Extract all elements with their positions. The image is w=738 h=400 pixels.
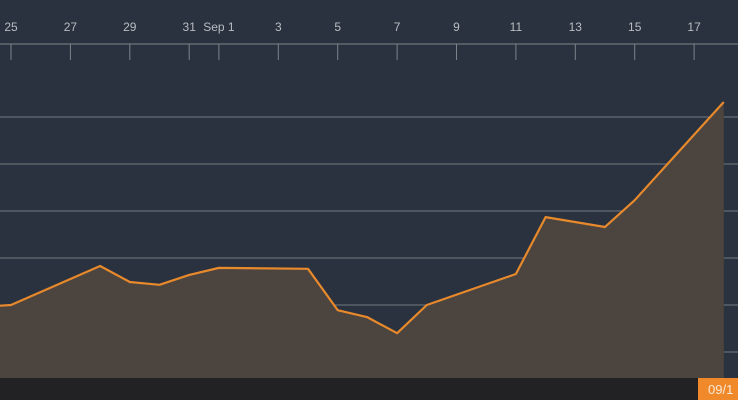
x-tick-label: 7 (394, 20, 401, 34)
x-tick-label: 15 (628, 20, 642, 34)
x-tick-label: 31 (183, 20, 197, 34)
x-tick-label: 9 (453, 20, 460, 34)
x-tick-label: 11 (510, 20, 523, 34)
series-line (0, 101, 725, 335)
x-tick-label: 3 (275, 20, 282, 34)
time-axis-footer (0, 378, 738, 400)
x-tick-label: Sep 1 (203, 20, 235, 34)
area-chart: 25 27 29 31 Sep 1 3 5 7 9 11 13 15 17 (0, 0, 738, 378)
x-tick-label: 5 (334, 20, 341, 34)
area-fill (0, 101, 724, 378)
x-tick-label: 27 (64, 20, 78, 34)
x-tick-label: 13 (569, 20, 583, 34)
crosshair-date-label: 09/1 (698, 378, 738, 400)
x-tick-label: 29 (123, 20, 137, 34)
x-tick-label: 25 (4, 20, 18, 34)
x-tick-label: 17 (687, 20, 701, 34)
axis-band (0, 0, 738, 44)
